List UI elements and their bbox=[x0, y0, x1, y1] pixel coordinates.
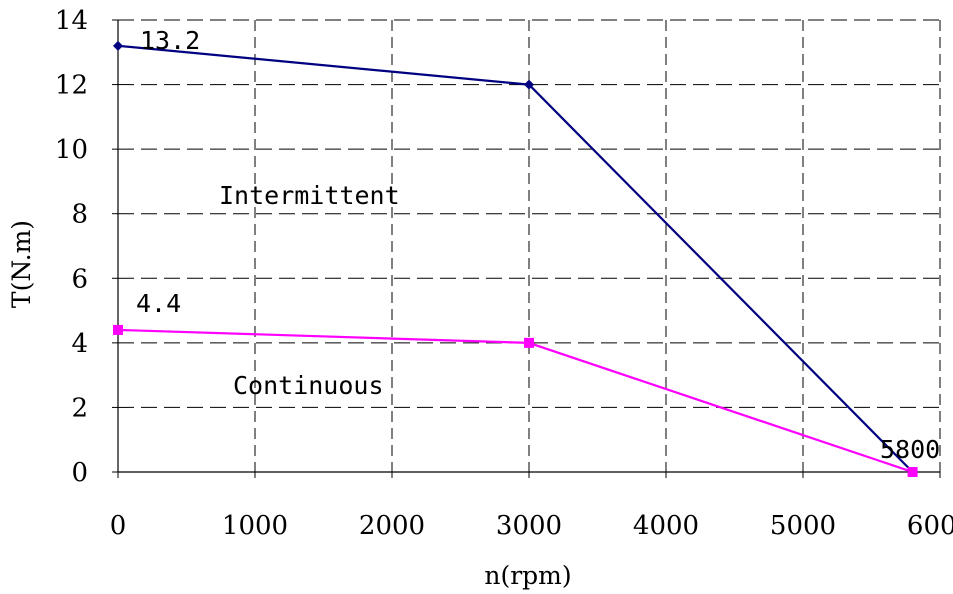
x-tick-labels: 0 1000 2000 3000 4000 5000 6000 bbox=[110, 511, 953, 541]
y-tick-labels: 0 2 4 6 8 10 12 14 bbox=[55, 6, 88, 488]
y-tick-label-2: 2 bbox=[71, 393, 88, 423]
y-tick-label-8: 8 bbox=[71, 200, 88, 230]
x-tick-label-0: 0 bbox=[110, 511, 127, 541]
point-continuous-1 bbox=[524, 337, 534, 348]
series-line-intermittent bbox=[117, 44, 914, 473]
y-axis-title: T(N.m) bbox=[7, 220, 36, 308]
series-layer bbox=[117, 44, 914, 474]
series-label-continuous: Continuous bbox=[233, 371, 384, 400]
y-tick-label-4: 4 bbox=[71, 329, 88, 359]
y-tick-label-0: 0 bbox=[71, 458, 88, 488]
x-tick-label-1000: 1000 bbox=[222, 511, 288, 541]
annotation-13-2: 13.2 bbox=[140, 26, 200, 55]
y-tick-label-12: 12 bbox=[55, 71, 88, 101]
grid-lines bbox=[118, 19, 941, 472]
y-tick-label-14: 14 bbox=[55, 6, 88, 36]
series-label-intermittent: Intermittent bbox=[219, 181, 400, 210]
markers-layer bbox=[113, 40, 918, 477]
point-intermittent-1 bbox=[524, 79, 534, 90]
point-continuous-0 bbox=[113, 324, 123, 335]
x-tick-label-2000: 2000 bbox=[359, 511, 425, 541]
axes bbox=[112, 19, 941, 478]
x-tick-label-3000: 3000 bbox=[496, 511, 562, 541]
x-tick-label-5000: 5000 bbox=[770, 511, 836, 541]
annotation-5800: 5800 bbox=[880, 435, 940, 464]
x-tick-label-4000: 4000 bbox=[633, 511, 699, 541]
x-axis-title: n(rpm) bbox=[484, 561, 571, 590]
annotation-4-4: 4.4 bbox=[136, 289, 181, 318]
x-tick-label-6000: 6000 bbox=[907, 511, 953, 541]
y-tick-label-6: 6 bbox=[71, 264, 88, 294]
point-intermittent-0 bbox=[113, 40, 123, 51]
y-tick-label-10: 10 bbox=[55, 135, 88, 165]
point-continuous-2 bbox=[907, 467, 918, 477]
